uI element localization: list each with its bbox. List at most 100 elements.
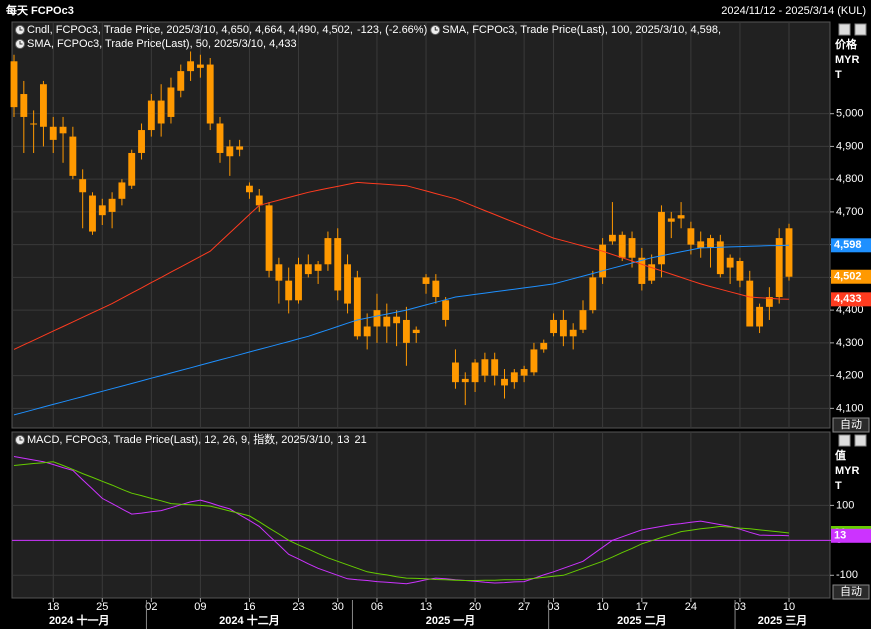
x-tick-label: 09	[194, 601, 206, 613]
y-tick-label: 4,900	[836, 140, 864, 152]
date-range: 2024/11/12 - 2025/3/14 (KUL)	[721, 5, 866, 17]
y-unit: MYR	[835, 54, 860, 66]
restore-button[interactable]	[838, 23, 851, 36]
overlay: 18 25 02 09 16 23 30 06 13 20 27 03 10 17 24 03 10 2024 十…	[15, 24, 871, 629]
x-tick-label: 16	[243, 601, 255, 613]
last-value-label: 4,433	[834, 293, 862, 305]
candle-body	[246, 185, 253, 193]
candle-body	[255, 195, 263, 206]
month-label: 2024 十二月	[219, 613, 280, 627]
candle-body	[628, 238, 636, 258]
candle-body	[746, 280, 754, 327]
y-tick-label: 4,700	[836, 206, 864, 218]
line-series	[13, 456, 790, 585]
candle-body	[765, 297, 773, 307]
candle-body	[344, 264, 351, 304]
y-tick-label: 4,300	[836, 337, 864, 349]
candle-body	[236, 146, 244, 150]
candle-body	[334, 238, 342, 291]
y-unit: MYR	[835, 465, 860, 477]
last-value-tag	[831, 269, 871, 284]
candle-body	[128, 152, 136, 186]
candle-body	[501, 378, 508, 386]
y-tick-label: 100	[836, 499, 854, 511]
x-tick-label: 23	[292, 601, 304, 613]
candle-body	[589, 277, 597, 311]
candle-body	[520, 369, 528, 376]
x-tick-label: 10	[596, 601, 608, 613]
candle-body	[491, 359, 499, 376]
candle-body	[707, 238, 714, 248]
candle-body	[373, 310, 381, 327]
last-value-tag	[831, 238, 871, 253]
candle-body	[39, 84, 47, 127]
candle-body	[147, 100, 155, 131]
candle-body	[402, 319, 410, 343]
candle-body	[383, 316, 391, 327]
y-tick-label: 4,100	[836, 402, 864, 414]
candle-body	[98, 205, 106, 216]
candle-body	[304, 264, 312, 275]
x-tick-label: 13	[420, 601, 432, 613]
candle-body	[648, 264, 656, 281]
legend-icon-hand	[19, 41, 23, 45]
legend-text: 21	[355, 434, 367, 446]
candle-body	[452, 362, 459, 383]
candle-body	[353, 277, 361, 337]
candle-body	[481, 359, 489, 376]
x-tick-label: 06	[371, 601, 383, 613]
candle-body	[716, 241, 724, 275]
candle-body	[726, 257, 734, 268]
candle-body	[697, 241, 705, 248]
y-unit: 价格	[835, 37, 858, 51]
candle-body	[658, 211, 665, 265]
candle-body	[314, 264, 322, 271]
autoscale-button[interactable]	[832, 584, 870, 600]
candle-body	[118, 182, 126, 199]
close-button[interactable]	[854, 434, 867, 447]
candle-body	[579, 310, 587, 330]
candle-body	[157, 100, 165, 124]
line-series	[13, 461, 790, 581]
candle-body	[432, 280, 440, 298]
candle-body	[785, 228, 793, 277]
candle-body	[206, 64, 214, 124]
legend-icon-hand	[434, 27, 438, 31]
line-series	[13, 244, 790, 416]
candle-body	[69, 136, 77, 176]
candle-body	[687, 228, 695, 245]
last-value-tag	[831, 292, 871, 307]
restore-button[interactable]	[838, 434, 851, 447]
candle-body	[20, 94, 28, 117]
candle-body	[569, 329, 577, 337]
last-value-label: 4,598	[834, 239, 862, 251]
candle-body	[30, 123, 38, 125]
candle-body	[599, 244, 607, 278]
candle-body	[216, 123, 224, 153]
grid	[12, 22, 830, 598]
x-tick-label: 18	[47, 601, 59, 613]
candle-body	[108, 198, 116, 212]
window-buttons	[832, 23, 870, 600]
plot	[10, 51, 830, 585]
x-tick-label: 03	[547, 601, 559, 613]
candle-body	[59, 126, 67, 134]
candle-body	[471, 362, 479, 383]
candle-body	[10, 61, 18, 108]
candle-body	[540, 342, 548, 350]
y-unit: T	[835, 69, 842, 81]
autoscale-button[interactable]	[832, 417, 870, 433]
y-unit: 值	[835, 448, 846, 462]
candle-body	[265, 205, 273, 271]
candle-body	[138, 130, 145, 153]
candle-body	[295, 264, 302, 301]
legend-text: -123, (-2.66%)	[357, 24, 427, 36]
legend-text: SMA, FCPOc3, Trade Price(Last), 100, 202…	[442, 24, 721, 36]
close-button[interactable]	[854, 23, 867, 36]
candle-body	[187, 61, 195, 72]
candle-body	[422, 277, 430, 284]
candle-body	[608, 234, 616, 242]
line-series	[13, 181, 790, 350]
price-panel	[11, 21, 831, 429]
